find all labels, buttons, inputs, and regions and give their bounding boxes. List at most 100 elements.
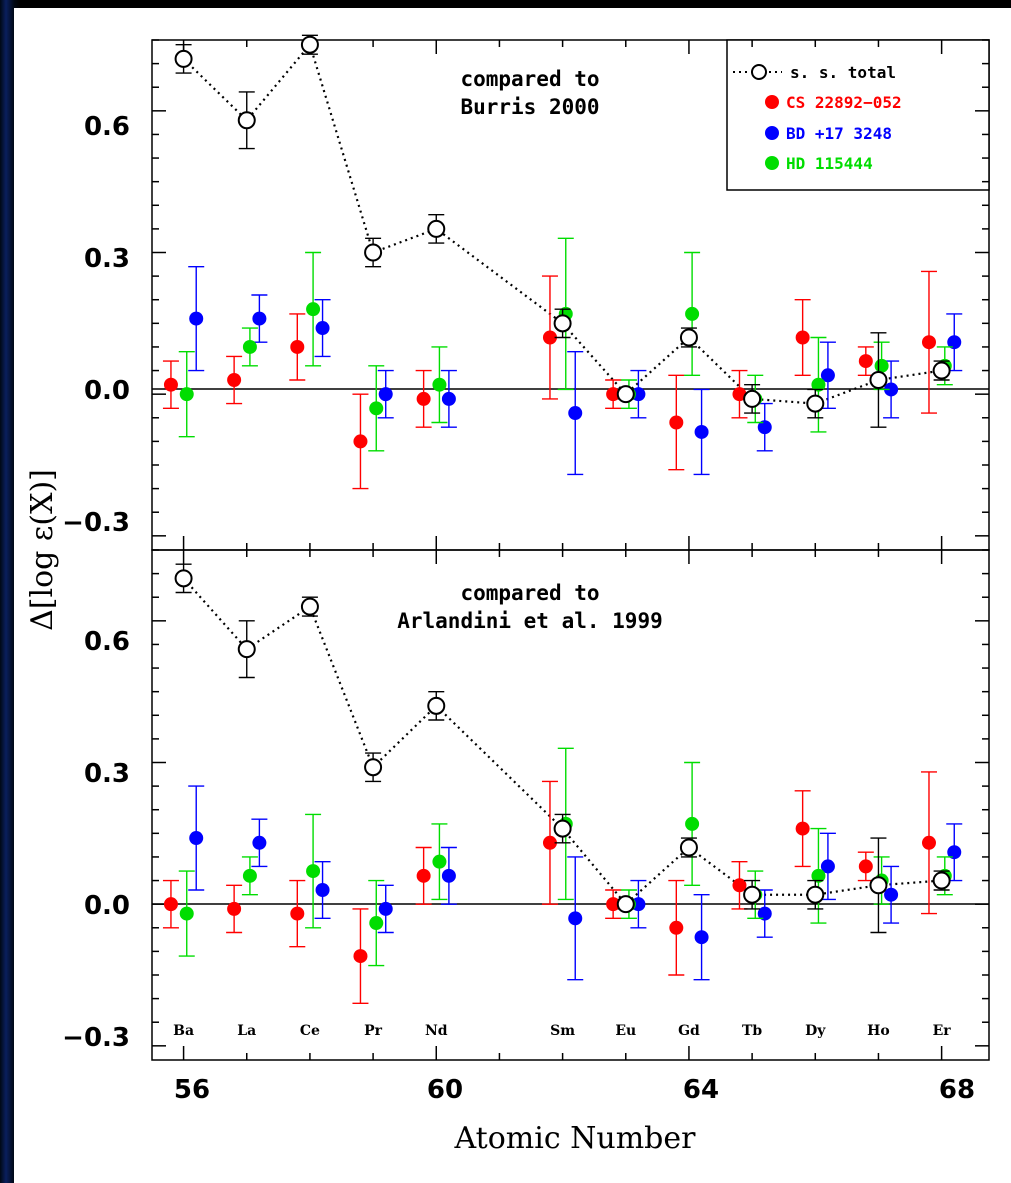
ss-total-point	[932, 871, 951, 890]
axis-ticks	[152, 39, 989, 1060]
data-point	[441, 391, 456, 406]
data-point	[306, 302, 321, 317]
ss-total-point	[869, 371, 888, 389]
ss-total-point	[679, 838, 698, 857]
data-point	[811, 868, 826, 883]
x-tick-label: 60	[427, 1075, 463, 1105]
data-point	[441, 868, 456, 883]
x-tick-label: 56	[174, 1075, 210, 1105]
legend-marker-blue	[765, 126, 779, 140]
data-point	[252, 835, 267, 850]
data-point	[432, 854, 447, 869]
data-point	[921, 835, 936, 850]
data-point	[179, 906, 194, 921]
data-point	[163, 897, 178, 912]
data-point	[921, 335, 936, 350]
legend-marker-green	[765, 156, 779, 170]
y-tick-label: −0.3	[62, 508, 130, 538]
data-point	[732, 878, 747, 893]
data-point	[811, 377, 826, 392]
data-point	[606, 897, 621, 912]
top-panel-data	[162, 34, 963, 490]
data-point	[685, 306, 700, 321]
top-panel-annotation-line2: Burris 2000	[460, 95, 599, 119]
element-label: Tb	[742, 1023, 762, 1039]
ss-total-point	[679, 328, 698, 347]
data-point	[416, 391, 431, 406]
data-point	[432, 377, 447, 392]
data-point	[820, 859, 835, 874]
bottom-panel-annotation-line2: Arlandini et al. 1999	[397, 609, 663, 633]
bottom-panel-frame	[151, 549, 990, 1061]
element-label: Ho	[867, 1023, 890, 1039]
ss-total-point	[869, 876, 888, 895]
data-point	[542, 835, 557, 850]
figure-paper	[14, 8, 1011, 1183]
ss-total-point	[553, 819, 572, 838]
data-point	[189, 831, 204, 846]
ss-total-point	[806, 394, 825, 413]
data-point	[315, 321, 330, 336]
data-point	[179, 387, 194, 402]
data-point	[820, 368, 835, 383]
data-point	[884, 887, 899, 902]
data-point	[669, 415, 684, 430]
ss-total-point	[237, 111, 256, 130]
element-label: Sm	[550, 1023, 575, 1039]
data-point	[694, 930, 709, 945]
data-point	[606, 387, 621, 402]
y-axis-label: Δ[log ε(X)]	[25, 469, 60, 631]
top-panel-annotation-line1: compared to	[460, 67, 599, 91]
element-label: Nd	[425, 1023, 448, 1039]
ss-total-point	[364, 758, 383, 777]
y-tick-label: 0.6	[84, 627, 130, 657]
data-point	[884, 382, 899, 397]
y-tick-label: 0.3	[84, 759, 130, 789]
data-point	[227, 901, 242, 916]
ss-total-point	[427, 696, 446, 715]
element-label: Er	[933, 1023, 952, 1039]
ss-total-point	[743, 389, 762, 408]
data-point	[757, 420, 772, 435]
data-point	[874, 358, 889, 373]
element-label: Dy	[805, 1023, 826, 1039]
ss-total-point	[616, 385, 635, 404]
y-tick-label: 0.0	[84, 376, 130, 406]
data-point	[542, 330, 557, 345]
data-point	[795, 330, 810, 345]
data-point	[227, 373, 242, 387]
ss-total-line	[182, 577, 942, 906]
data-point	[795, 821, 810, 836]
element-label: Eu	[615, 1023, 636, 1039]
element-label: Ba	[173, 1023, 194, 1039]
data-point	[858, 859, 873, 874]
data-point	[858, 354, 873, 369]
ss-total-point	[743, 885, 762, 904]
ss-total-point	[300, 35, 319, 54]
legend-label: BD +17 3248	[786, 124, 892, 143]
x-axis-label: Atomic Number	[454, 1121, 697, 1156]
legend-label: s. s. total	[790, 63, 896, 82]
y-tick-label: 0.3	[84, 244, 130, 274]
data-point	[416, 868, 431, 883]
element-label: Pr	[364, 1023, 383, 1039]
ss-total-point	[806, 885, 825, 904]
data-point	[669, 920, 684, 935]
y-tick-label: 0.0	[84, 891, 130, 921]
ss-total-point	[932, 361, 951, 380]
data-point	[757, 906, 772, 921]
element-label: Gd	[678, 1023, 700, 1039]
legend-label: HD 115444	[786, 154, 873, 173]
data-point	[369, 916, 384, 931]
data-point	[252, 311, 267, 326]
data-point	[163, 377, 178, 392]
legend-open-circle	[751, 64, 767, 80]
data-point	[369, 401, 384, 416]
legend-marker-red	[765, 95, 779, 109]
data-point	[378, 901, 393, 916]
element-label: La	[237, 1023, 256, 1039]
ss-total-point	[174, 49, 193, 68]
data-point	[306, 864, 321, 879]
data-point	[353, 949, 368, 964]
